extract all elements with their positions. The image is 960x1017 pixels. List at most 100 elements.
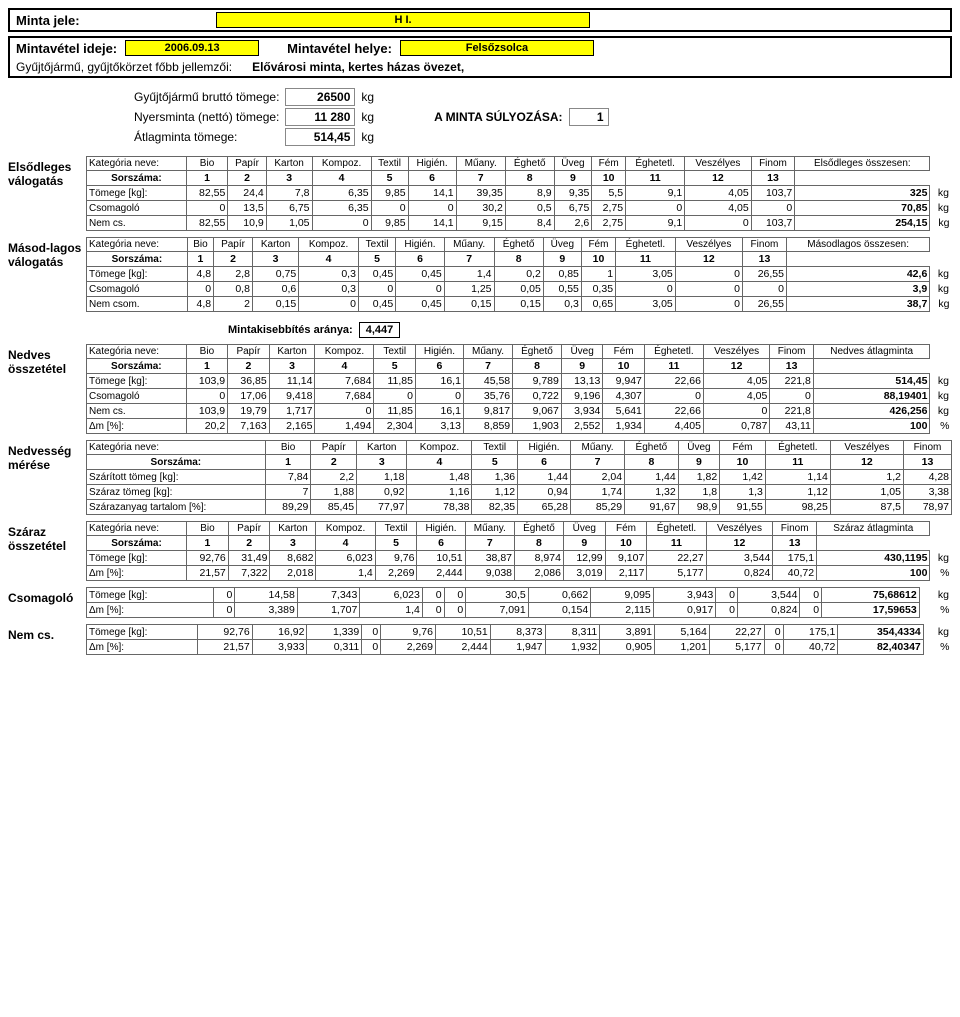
data-cell: 22,27	[709, 625, 764, 640]
data-cell: 10,51	[435, 625, 490, 640]
row-label: Száraz tömeg [kg]:	[87, 485, 266, 500]
data-cell: 0,05	[494, 282, 543, 297]
col-header: Higién.	[417, 522, 465, 536]
row-label: Nem cs.	[87, 216, 187, 231]
sorszama-label: Sorszáma:	[87, 359, 187, 374]
data-cell: 175,1	[783, 625, 838, 640]
col-number: 7	[444, 252, 494, 267]
brutto-val: 26500	[285, 88, 355, 106]
nyers-label: Nyersminta (nettó) tömege:	[130, 108, 283, 126]
data-cell: 4,05	[703, 374, 769, 389]
data-cell: 1,18	[357, 470, 407, 485]
data-cell: 0	[362, 625, 381, 640]
data-cell: 0	[751, 201, 795, 216]
row-label: Nem cs.	[87, 404, 187, 419]
col-header: Veszélyes	[675, 238, 742, 252]
col-number: 9	[554, 171, 592, 186]
section-title: Száraz összetétel	[8, 521, 86, 553]
data-cell: 3,544	[737, 588, 800, 603]
col-number: 8	[625, 455, 679, 470]
data-cell: 22,66	[644, 374, 703, 389]
data-cell: 0,3	[299, 267, 359, 282]
col-header: Veszélyes	[830, 441, 903, 455]
data-cell: 8,373	[490, 625, 545, 640]
col-number: 12	[703, 359, 769, 374]
col-number: 11	[644, 359, 703, 374]
col-header: Éghető	[505, 157, 554, 171]
col-header: Finom	[770, 345, 814, 359]
row-total: 70,85	[795, 201, 930, 216]
data-cell: 2,117	[605, 566, 647, 581]
data-cell: 0	[800, 588, 822, 603]
data-cell: 1,36	[472, 470, 518, 485]
data-cell: 103,9	[186, 374, 228, 389]
data-cell: 17,06	[228, 389, 270, 404]
data-cell: 0	[415, 389, 463, 404]
col-header: Üveg	[561, 345, 603, 359]
col-header: Finom	[903, 441, 951, 455]
col-number: 11	[616, 252, 676, 267]
col-header: Finom	[742, 238, 786, 252]
col-number: 6	[415, 359, 463, 374]
data-cell: 2,75	[592, 216, 626, 231]
col-number: 7	[456, 171, 505, 186]
col-number: 13	[770, 359, 814, 374]
data-cell: 0	[186, 201, 228, 216]
weights-table: Gyűjtőjármű bruttó tömege: 26500 kg Nyer…	[128, 86, 611, 148]
col-header: Papír	[228, 345, 270, 359]
data-cell: 82,35	[472, 500, 518, 515]
col-header: Éghetetl.	[647, 522, 706, 536]
row-unit: kg	[930, 551, 952, 566]
col-number: 2	[228, 171, 266, 186]
col-header: Üveg	[554, 157, 592, 171]
data-cell: 4,307	[603, 389, 645, 404]
data-cell: 1,74	[570, 485, 624, 500]
sulyozas-label: A MINTA SÚLYOZÁSA:	[430, 108, 566, 126]
data-cell: 3,934	[561, 404, 603, 419]
col-number: 4	[315, 359, 374, 374]
data-cell: 1,12	[765, 485, 830, 500]
data-cell: 2,2	[311, 470, 357, 485]
col-header: Veszélyes	[685, 157, 751, 171]
data-cell: 7,091	[466, 603, 529, 618]
col-header: Higién.	[408, 157, 456, 171]
col-header: Éghető	[625, 441, 679, 455]
data-table: Tömege [kg]:92,7616,921,33909,7610,518,3…	[86, 624, 952, 655]
data-cell: 0	[742, 282, 786, 297]
col-number: 13	[773, 536, 817, 551]
data-cell: 0	[213, 603, 235, 618]
data-cell: 0	[315, 404, 374, 419]
col-number: 9	[563, 536, 605, 551]
data-cell: 40,72	[773, 566, 817, 581]
data-cell: 13,13	[561, 374, 603, 389]
data-cell: 7	[265, 485, 311, 500]
data-cell: 1,3	[720, 485, 766, 500]
data-cell: 8,682	[270, 551, 316, 566]
data-cell: 12,99	[563, 551, 605, 566]
data-cell: 0	[358, 282, 395, 297]
col-number: 7	[465, 536, 514, 551]
data-cell: 0	[444, 588, 466, 603]
col-number: 9	[543, 252, 581, 267]
col-header: Karton	[252, 238, 298, 252]
data-cell: 1,16	[407, 485, 472, 500]
col-header: Műany.	[570, 441, 624, 455]
sorszama-label: Sorszáma:	[87, 252, 188, 267]
data-cell: 39,35	[456, 186, 505, 201]
col-number: 11	[647, 536, 706, 551]
data-cell: 0,311	[307, 640, 362, 655]
data-cell: 22,66	[644, 404, 703, 419]
col-number: 12	[675, 252, 742, 267]
col-number: 1	[187, 252, 213, 267]
data-cell: 0,15	[444, 297, 494, 312]
row-total: 88,19401	[813, 389, 930, 404]
col-header: Textil	[375, 522, 417, 536]
data-cell: 8,859	[463, 419, 512, 434]
data-cell: 1,707	[297, 603, 360, 618]
data-cell: 11,85	[374, 374, 416, 389]
section-title: Elsődleges válogatás	[8, 156, 86, 188]
data-cell: 0	[187, 282, 213, 297]
data-cell: 2,444	[417, 566, 465, 581]
data-cell: 82,55	[186, 216, 228, 231]
col-number: 5	[375, 536, 417, 551]
